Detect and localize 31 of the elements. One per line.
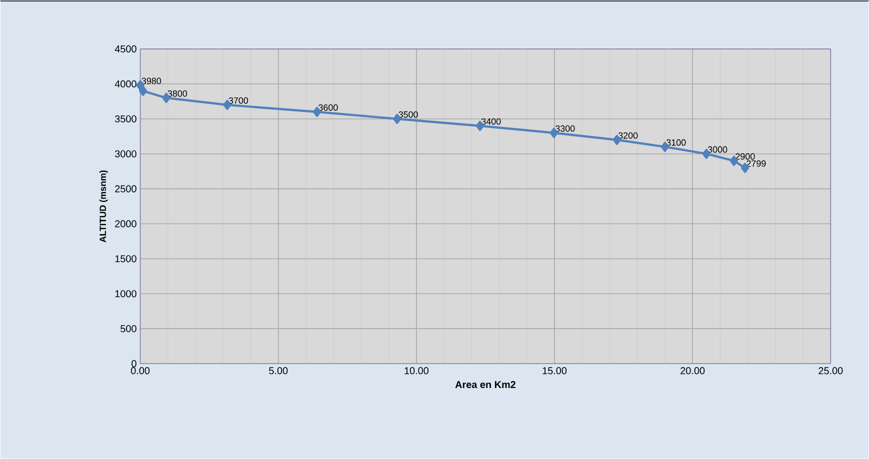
point: [138, 86, 148, 96]
y-tick-label: 500: [120, 325, 136, 332]
x-tick-label: 5.00: [269, 367, 288, 374]
data-label: 3700: [228, 98, 248, 104]
data-label: 3300: [555, 126, 575, 132]
x-axis-title: Area en Km2: [455, 381, 516, 388]
y-tick-label: 3000: [114, 150, 136, 158]
y-tick-label: 3500: [114, 116, 136, 123]
y-tick-label: 1000: [115, 290, 136, 298]
x-tick-label: 25.00: [818, 367, 843, 374]
y-tick-label: 4000: [114, 80, 136, 88]
data-label: 3500: [398, 112, 418, 118]
y-tick-label: 2000: [115, 220, 136, 228]
y-axis-title: ALTITUD (msnm): [99, 170, 108, 243]
data-label: 3800: [168, 90, 188, 97]
y-tick-label: 4500: [114, 46, 136, 53]
data-label: 3600: [318, 104, 338, 111]
y-tick-label: 1500: [115, 255, 136, 262]
data-label: 3400: [481, 118, 501, 125]
data-label: 3100: [666, 140, 686, 146]
x-tick-label: 15.00: [542, 367, 567, 374]
x-tick-label: 0.00: [130, 367, 150, 374]
x-tick-label: 10.00: [404, 367, 428, 374]
data-label: 3200: [618, 132, 638, 139]
x-tick-label: 20.00: [680, 367, 705, 374]
data-label: 2900: [736, 154, 755, 160]
data-label: 3000: [708, 146, 728, 153]
y-tick-label: 0: [132, 360, 136, 368]
y-tick-label: 2500: [115, 186, 136, 193]
data-label: 3980: [142, 78, 162, 84]
data-label: 2799: [746, 160, 766, 167]
